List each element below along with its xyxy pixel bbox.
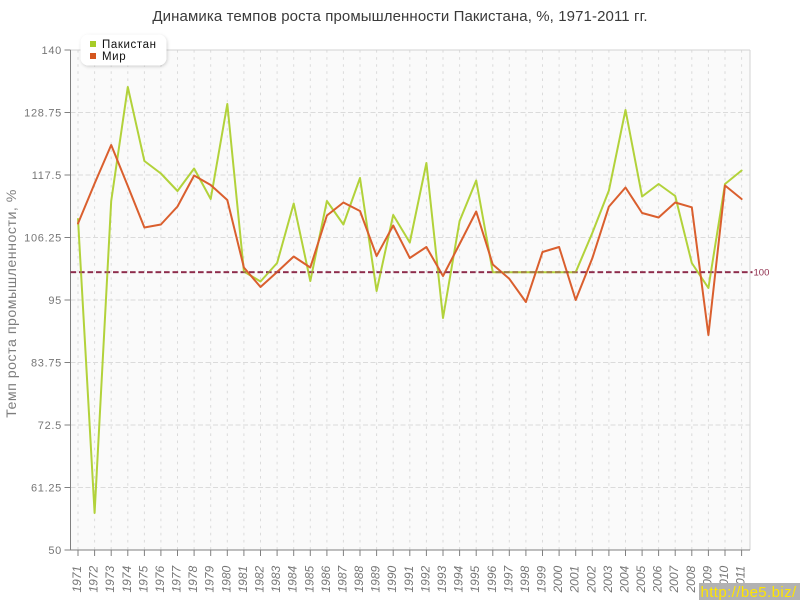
svg-text:1993: 1993	[435, 565, 449, 592]
svg-text:128.75: 128.75	[24, 107, 62, 119]
svg-text:117.5: 117.5	[32, 170, 62, 182]
svg-text:Динамика темпов роста промышле: Динамика темпов роста промышленности Пак…	[152, 8, 647, 25]
svg-text:2004: 2004	[618, 565, 632, 593]
svg-text:2000: 2000	[551, 565, 565, 593]
svg-text:2002: 2002	[584, 565, 598, 593]
svg-text:1979: 1979	[203, 565, 217, 592]
svg-text:1984: 1984	[286, 565, 300, 592]
svg-text:140: 140	[42, 45, 62, 57]
svg-text:2008: 2008	[684, 565, 698, 593]
svg-text:1972: 1972	[87, 565, 101, 592]
svg-text:Пакистан: Пакистан	[102, 39, 157, 51]
svg-text:1989: 1989	[369, 565, 383, 592]
svg-text:Мир: Мир	[102, 51, 126, 63]
svg-text:2007: 2007	[667, 564, 681, 593]
svg-text:1974: 1974	[120, 565, 134, 592]
svg-text:1996: 1996	[485, 565, 499, 592]
svg-text:2006: 2006	[651, 565, 665, 593]
svg-text:2003: 2003	[601, 565, 615, 593]
svg-text:50: 50	[48, 545, 62, 557]
svg-text:1995: 1995	[468, 565, 482, 592]
svg-text:1981: 1981	[236, 566, 250, 593]
svg-text:61.25: 61.25	[31, 482, 62, 494]
svg-text:2005: 2005	[634, 565, 648, 593]
svg-text:1988: 1988	[352, 565, 366, 592]
svg-text:http://be5.biz/: http://be5.biz/	[701, 584, 797, 600]
svg-text:1978: 1978	[186, 565, 200, 592]
svg-text:106.25: 106.25	[24, 232, 62, 244]
svg-text:1999: 1999	[535, 565, 549, 592]
svg-text:1982: 1982	[253, 565, 267, 592]
svg-text:Темп роста промышленности, %: Темп роста промышленности, %	[4, 189, 20, 418]
svg-text:83.75: 83.75	[31, 357, 62, 369]
svg-text:1975: 1975	[136, 565, 150, 592]
svg-text:100: 100	[754, 267, 770, 278]
svg-text:1997: 1997	[501, 564, 515, 592]
svg-text:1977: 1977	[170, 564, 184, 592]
svg-text:2001: 2001	[568, 566, 582, 594]
svg-text:1985: 1985	[302, 565, 316, 592]
svg-text:1991: 1991	[402, 566, 416, 593]
svg-text:1973: 1973	[103, 565, 117, 592]
svg-text:1980: 1980	[219, 565, 233, 592]
svg-text:1998: 1998	[518, 565, 532, 592]
svg-text:1986: 1986	[319, 565, 333, 592]
svg-text:1971: 1971	[70, 566, 84, 593]
svg-text:1976: 1976	[153, 565, 167, 592]
svg-text:1983: 1983	[269, 565, 283, 592]
svg-text:72.5: 72.5	[38, 420, 62, 432]
svg-text:1992: 1992	[418, 565, 432, 592]
svg-text:1990: 1990	[385, 565, 399, 592]
svg-text:1994: 1994	[452, 565, 466, 592]
svg-text:95: 95	[48, 295, 62, 307]
svg-text:1987: 1987	[335, 564, 349, 592]
